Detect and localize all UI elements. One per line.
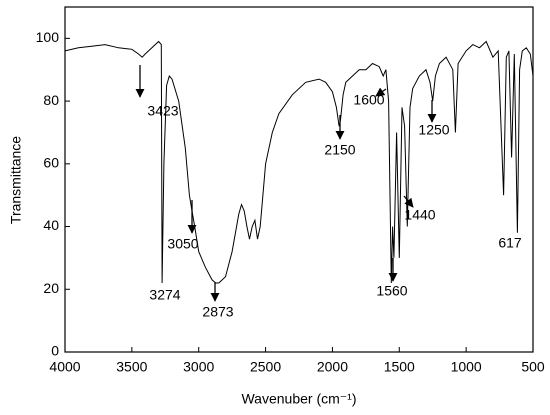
y-tick-label: 100: [36, 29, 60, 45]
annotation-label: 2150: [324, 142, 355, 158]
y-tick-label: 80: [43, 92, 59, 108]
x-tick-label: 3000: [183, 359, 214, 375]
plot-frame: [64, 6, 534, 353]
annotation-label: 3423: [147, 103, 178, 119]
x-tick-label: 1000: [451, 359, 482, 375]
annotation-label: 1250: [418, 122, 449, 138]
x-tick-label: 1500: [384, 359, 415, 375]
annotation-label: 2873: [202, 304, 233, 320]
x-tick-label: 3500: [116, 359, 147, 375]
spectrum-line: [64, 40, 534, 284]
annotation-label: 3050: [167, 236, 198, 252]
x-tick-label: 2500: [250, 359, 281, 375]
y-tick-label: 60: [43, 155, 59, 171]
x-axis-label: Wavenuber (cm⁻¹): [241, 391, 356, 407]
y-tick-label: 40: [43, 217, 59, 233]
y-tick-label: 20: [43, 280, 59, 296]
annotation-label: 3274: [149, 287, 180, 303]
annotation-label: 1440: [404, 207, 435, 223]
annotation-arrow: [375, 87, 387, 97]
x-tick-label: 4000: [49, 359, 80, 375]
annotation-arrow: [403, 195, 414, 208]
annotation-label: 1600: [353, 92, 384, 108]
x-tick-label: 500: [521, 359, 545, 375]
annotation-label: 617: [498, 235, 522, 251]
y-tick-label: 0: [51, 343, 59, 359]
y-axis-label: Transmittance: [8, 136, 24, 224]
annotation-label: 1560: [376, 283, 407, 299]
x-tick-label: 2000: [317, 359, 348, 375]
